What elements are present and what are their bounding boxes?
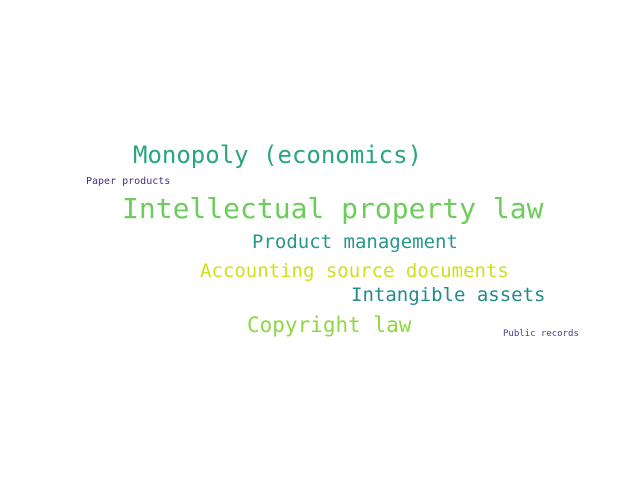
- word-intangible-assets: Intangible assets: [351, 284, 546, 306]
- word-public-records: Public records: [503, 329, 579, 339]
- word-copyright-law: Copyright law: [247, 313, 412, 337]
- word-product-management: Product management: [252, 231, 458, 253]
- word-monopoly-economics: Monopoly (economics): [133, 141, 422, 169]
- word-paper-products: Paper products: [86, 176, 171, 187]
- word-intellectual-property-law: Intellectual property law: [122, 192, 544, 225]
- word-accounting-source-documents: Accounting source documents: [200, 260, 509, 282]
